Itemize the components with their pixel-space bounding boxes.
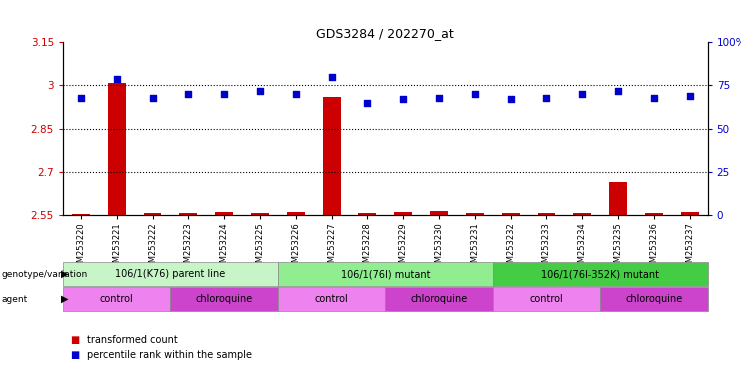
Text: genotype/variation: genotype/variation <box>1 270 87 279</box>
Text: agent: agent <box>1 295 27 304</box>
Text: transformed count: transformed count <box>87 335 177 345</box>
Point <box>612 88 624 94</box>
Bar <box>394 212 412 215</box>
Bar <box>681 212 699 215</box>
Bar <box>287 212 305 215</box>
Bar <box>466 213 484 215</box>
Point <box>540 94 552 101</box>
Point <box>648 94 659 101</box>
Text: chloroquine: chloroquine <box>196 294 253 304</box>
Bar <box>359 213 376 215</box>
Point <box>75 94 87 101</box>
Text: chloroquine: chloroquine <box>411 294 468 304</box>
Point <box>325 74 337 80</box>
Point <box>576 91 588 97</box>
Point <box>182 91 194 97</box>
Point <box>684 93 696 99</box>
Text: control: control <box>315 294 348 304</box>
Bar <box>645 213 663 215</box>
Bar <box>144 213 162 215</box>
Point <box>469 91 481 97</box>
Point <box>433 94 445 101</box>
Point <box>147 94 159 101</box>
Bar <box>502 213 519 215</box>
Bar <box>107 83 126 215</box>
Text: ■: ■ <box>70 335 79 345</box>
Text: 106/1(K76) parent line: 106/1(K76) parent line <box>116 269 225 279</box>
Point <box>218 91 230 97</box>
Bar <box>430 211 448 215</box>
Text: chloroquine: chloroquine <box>625 294 682 304</box>
Bar <box>322 97 341 215</box>
Text: control: control <box>100 294 133 304</box>
Text: ▶: ▶ <box>61 294 68 304</box>
Text: 106/1(76I-352K) mutant: 106/1(76I-352K) mutant <box>541 269 659 279</box>
Bar <box>72 214 90 215</box>
Title: GDS3284 / 202270_at: GDS3284 / 202270_at <box>316 26 454 40</box>
Bar <box>537 213 556 215</box>
Text: ▶: ▶ <box>61 269 68 279</box>
Point <box>110 76 122 82</box>
Text: ■: ■ <box>70 350 79 360</box>
Bar <box>179 213 197 215</box>
Text: percentile rank within the sample: percentile rank within the sample <box>87 350 252 360</box>
Bar <box>251 213 269 215</box>
Text: 106/1(76I) mutant: 106/1(76I) mutant <box>341 269 430 279</box>
Point <box>397 96 409 103</box>
Bar <box>574 213 591 215</box>
Text: control: control <box>530 294 563 304</box>
Point <box>254 88 266 94</box>
Point <box>290 91 302 97</box>
Point <box>362 100 373 106</box>
Bar <box>609 182 627 215</box>
Bar <box>215 212 233 215</box>
Point <box>505 96 516 103</box>
